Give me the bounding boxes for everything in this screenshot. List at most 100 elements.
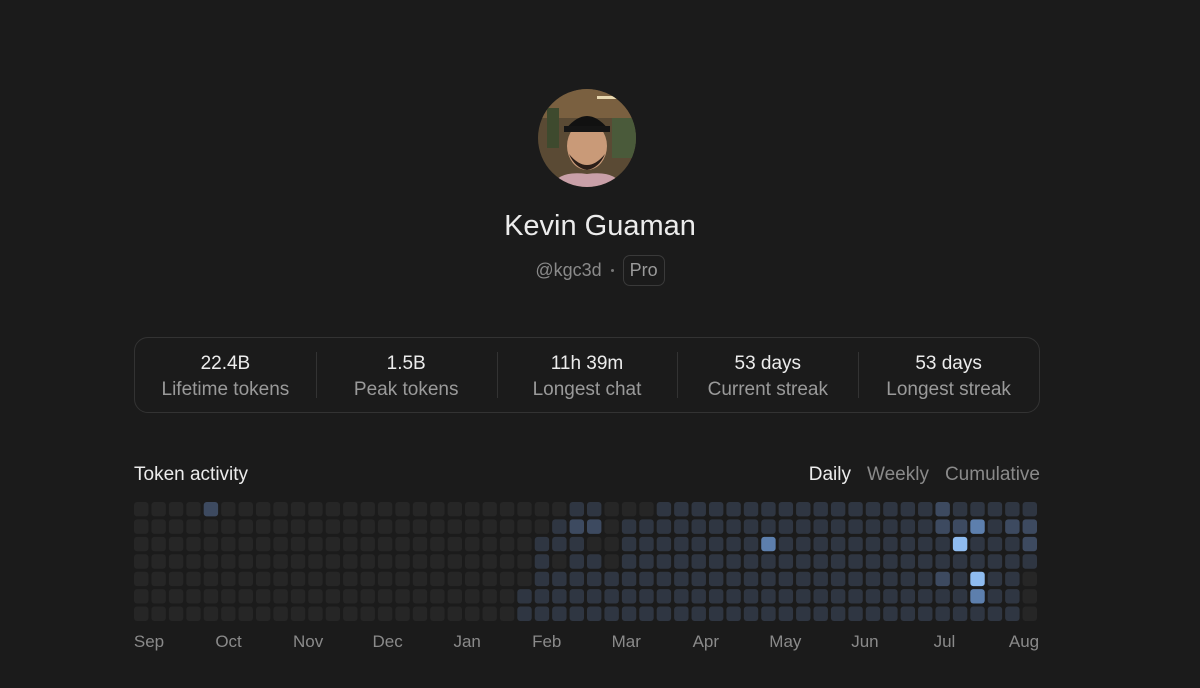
activity-cell [360, 571, 375, 587]
activity-cell [587, 571, 602, 587]
activity-cell [517, 502, 532, 517]
activity-cell [900, 519, 916, 534]
activity-cell [377, 589, 393, 604]
activity-cell [273, 536, 288, 552]
activity-cell [587, 536, 602, 552]
activity-cell [952, 519, 968, 534]
month-label: Aug [1009, 632, 1039, 651]
activity-cell [325, 554, 341, 569]
activity-cell [796, 502, 811, 517]
stat-label: Peak tokens [353, 379, 459, 400]
tab[interactable]: Cumulative [944, 464, 1040, 485]
activity-cell [238, 589, 253, 604]
stat: 53 days Longest streak [858, 338, 1039, 412]
activity-cell [935, 554, 950, 569]
activity-cell [255, 536, 271, 552]
stat-value: 1.5B [386, 353, 426, 374]
tab[interactable]: Weekly [867, 464, 929, 485]
activity-cell [918, 554, 933, 569]
activity-cell [1005, 606, 1020, 621]
activity-cell [604, 554, 619, 569]
activity-cell [482, 502, 497, 517]
activity-cell [465, 554, 480, 569]
activity-cell [273, 554, 288, 569]
activity-cell [778, 519, 794, 534]
activity-cell [604, 519, 619, 534]
activity-cell [499, 589, 515, 604]
activity-cell [377, 536, 393, 552]
activity-cell [656, 606, 672, 621]
activity-cell [360, 589, 375, 604]
activity-cell [691, 554, 706, 569]
activity-cell [848, 589, 863, 604]
activity-cell [621, 606, 637, 621]
activity-cell [691, 519, 706, 534]
activity-cell [482, 554, 497, 569]
activity-cell [1005, 536, 1020, 552]
activity-cell [726, 536, 741, 552]
activity-cell [325, 536, 341, 552]
activity-cell [412, 589, 428, 604]
activity-cell [569, 589, 584, 604]
activity-cell [674, 502, 689, 517]
stats-card: 22.4B Lifetime tokens 1.5B Peak tokens 11h 3… [134, 337, 1040, 413]
activity-cell [412, 502, 428, 517]
activity-cell [534, 519, 550, 534]
month-label: Jul [934, 632, 956, 651]
activity-cell [203, 571, 219, 587]
activity-cell [778, 589, 794, 604]
month-label: Dec [373, 632, 404, 651]
activity-cell [796, 554, 811, 569]
activity-cell [552, 571, 567, 587]
activity-cell [778, 606, 794, 621]
activity-cell [778, 571, 794, 587]
activity-cell [534, 571, 550, 587]
activity-cell [360, 519, 375, 534]
activity-cell [186, 589, 201, 604]
activity-cell [360, 554, 375, 569]
activity-cell [569, 519, 584, 534]
activity-cell [238, 554, 253, 569]
activity-cell [708, 571, 724, 587]
month-label: Feb [532, 632, 561, 651]
activity-cell [621, 589, 637, 604]
activity-cell [273, 502, 288, 517]
activity-cell [447, 606, 463, 621]
activity-cell [151, 519, 166, 534]
activity-cell [395, 554, 410, 569]
heatmap: Sep Oct Nov Dec Jan Feb Mar Apr May Jun Jul Aug [134, 502, 1039, 651]
activity-cell [830, 519, 846, 534]
activity-cell [761, 606, 776, 621]
activity-cell [569, 536, 584, 552]
activity-cell [517, 554, 532, 569]
stat-label: Current streak [707, 379, 828, 400]
handle: @kgc3d [535, 260, 602, 280]
activity-cell [587, 502, 602, 517]
activity-cell [151, 554, 166, 569]
activity-cell [552, 589, 567, 604]
activity-cell [621, 571, 637, 587]
activity-cell [830, 589, 846, 604]
activity-cell [970, 502, 985, 517]
activity-cell [360, 502, 375, 517]
activity-cell [290, 589, 306, 604]
stat-label: Longest chat [532, 379, 642, 400]
activity-cell [656, 519, 672, 534]
activity-cell [360, 536, 375, 552]
activity-cell [465, 571, 480, 587]
activity-cell [552, 606, 567, 621]
activity-cell [1022, 571, 1037, 587]
stat-value: 22.4B [200, 353, 251, 374]
stat-value: 11h 39m [550, 353, 624, 374]
activity-cell [761, 589, 776, 604]
tab[interactable]: Daily [808, 464, 851, 485]
activity-cell [308, 502, 323, 517]
activity-cell [203, 502, 219, 517]
stat: 53 days Current streak [677, 338, 858, 412]
activity-cell [656, 571, 672, 587]
activity-cell [255, 571, 271, 587]
activity-cell [1022, 519, 1037, 534]
activity-cell [883, 502, 898, 517]
activity-cell [813, 519, 828, 534]
activity-cell [691, 502, 706, 517]
